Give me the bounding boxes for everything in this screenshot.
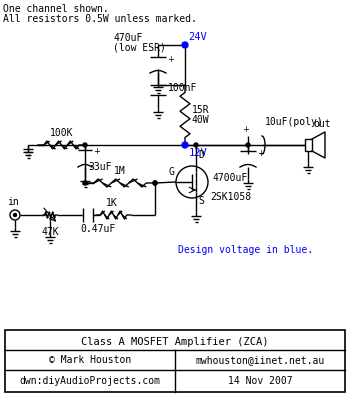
Text: dwn:diyAudioProjects.com: dwn:diyAudioProjects.com — [20, 376, 161, 386]
Text: S: S — [198, 196, 204, 206]
Text: 14 Nov 2007: 14 Nov 2007 — [228, 376, 292, 386]
Circle shape — [153, 181, 157, 185]
Circle shape — [246, 143, 250, 147]
Text: (low ESR): (low ESR) — [113, 43, 166, 53]
Text: 100K: 100K — [50, 128, 73, 138]
Text: Class A MOSFET Amplifier (ZCA): Class A MOSFET Amplifier (ZCA) — [81, 337, 269, 347]
Text: 33uF: 33uF — [88, 162, 112, 172]
Text: 15R: 15R — [192, 105, 210, 115]
Text: 0.47uF: 0.47uF — [80, 224, 115, 234]
Bar — [305, 139, 312, 151]
Circle shape — [194, 143, 198, 147]
Text: 100nF: 100nF — [168, 83, 197, 93]
Text: mwhouston@iinet.net.au: mwhouston@iinet.net.au — [195, 355, 325, 365]
Text: 1M: 1M — [114, 166, 126, 176]
Text: 40W: 40W — [192, 115, 210, 125]
Text: 12V: 12V — [189, 148, 208, 158]
Circle shape — [153, 181, 157, 185]
Text: +: + — [167, 54, 174, 64]
Text: +: + — [257, 148, 264, 158]
Circle shape — [14, 214, 16, 216]
Text: +: + — [243, 125, 250, 134]
Text: in: in — [7, 197, 19, 207]
Text: 10uF(poly): 10uF(poly) — [265, 117, 324, 127]
Text: One channel shown.: One channel shown. — [3, 4, 109, 14]
Circle shape — [83, 143, 87, 147]
Circle shape — [83, 181, 87, 185]
Circle shape — [182, 42, 188, 48]
Text: Design voltage in blue.: Design voltage in blue. — [178, 245, 313, 255]
Text: 47K: 47K — [42, 227, 60, 237]
Text: +: + — [93, 148, 100, 156]
Text: out: out — [313, 119, 331, 129]
Text: 4700uF: 4700uF — [212, 173, 248, 183]
Text: 1K: 1K — [106, 198, 118, 208]
Text: 24V: 24V — [188, 32, 207, 42]
Text: 470uF: 470uF — [113, 33, 142, 43]
Text: 2SK1058: 2SK1058 — [210, 192, 251, 202]
Text: All resistors 0.5W unless marked.: All resistors 0.5W unless marked. — [3, 14, 197, 24]
Text: D: D — [198, 150, 204, 160]
Text: © Mark Houston: © Mark Houston — [49, 355, 131, 365]
Text: G: G — [168, 167, 174, 177]
Circle shape — [182, 142, 188, 148]
Bar — [5, 330, 345, 392]
